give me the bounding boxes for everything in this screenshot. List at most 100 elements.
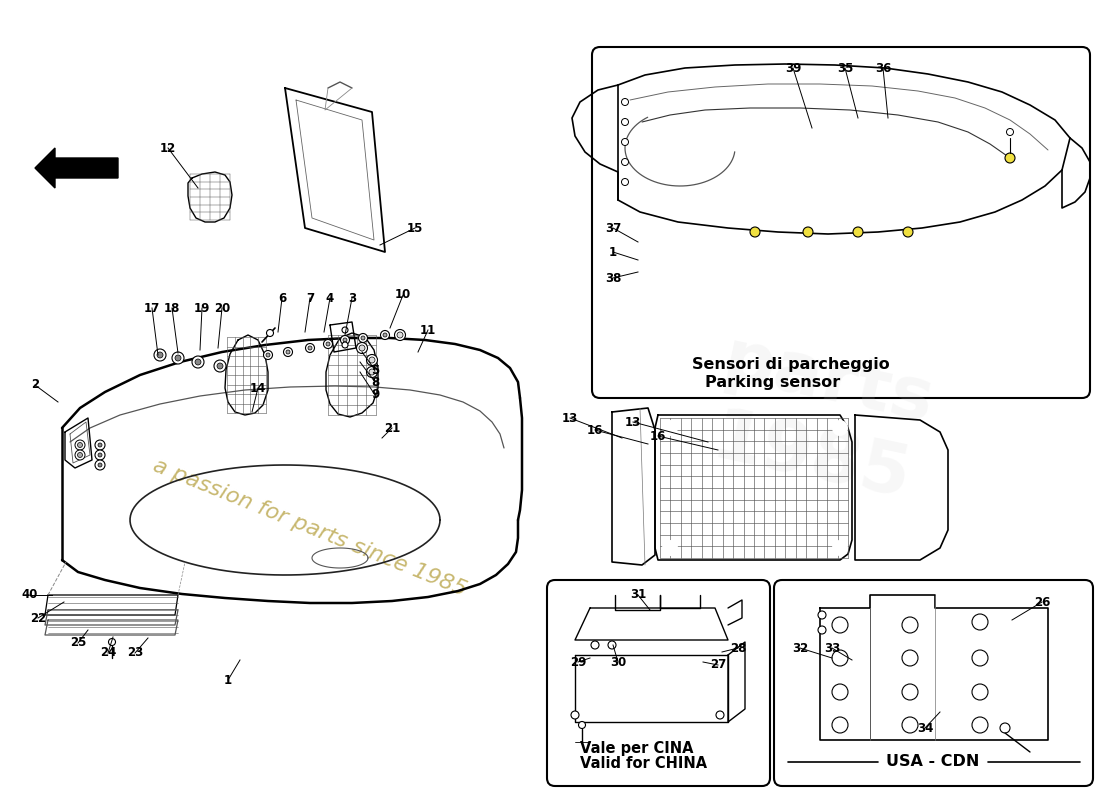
Text: 3: 3 [348, 291, 356, 305]
Text: 2: 2 [31, 378, 40, 391]
Circle shape [621, 138, 628, 146]
Circle shape [832, 717, 848, 733]
Text: 5: 5 [371, 363, 380, 377]
Circle shape [217, 363, 223, 369]
Text: USA - CDN: USA - CDN [887, 754, 980, 770]
Text: a passion for parts since 1985: a passion for parts since 1985 [151, 456, 470, 600]
Circle shape [75, 440, 85, 450]
Circle shape [818, 626, 826, 634]
Text: 30: 30 [609, 655, 626, 669]
Text: 14: 14 [250, 382, 266, 394]
Circle shape [366, 366, 377, 378]
Circle shape [902, 717, 918, 733]
Polygon shape [35, 148, 118, 188]
Circle shape [750, 227, 760, 237]
Text: 12: 12 [160, 142, 176, 154]
Text: 27: 27 [710, 658, 726, 671]
Text: 15: 15 [407, 222, 424, 234]
Circle shape [323, 339, 332, 349]
Circle shape [306, 343, 315, 353]
Circle shape [902, 684, 918, 700]
Text: 28: 28 [729, 642, 746, 654]
Text: 26: 26 [1034, 595, 1050, 609]
Circle shape [902, 617, 918, 633]
Text: 24: 24 [100, 646, 117, 659]
Text: 6: 6 [278, 291, 286, 305]
Circle shape [621, 98, 628, 106]
Circle shape [571, 711, 579, 719]
Circle shape [98, 443, 102, 447]
Circle shape [192, 356, 204, 368]
Text: 22: 22 [30, 611, 46, 625]
Text: 18: 18 [164, 302, 180, 314]
Text: 8: 8 [371, 375, 380, 389]
Text: 16: 16 [650, 430, 667, 442]
Text: 37: 37 [605, 222, 621, 234]
Circle shape [195, 359, 201, 365]
Circle shape [832, 684, 848, 700]
Circle shape [266, 330, 274, 337]
Circle shape [832, 617, 848, 633]
Text: 25: 25 [69, 637, 86, 650]
Circle shape [214, 360, 225, 372]
Circle shape [95, 440, 104, 450]
Text: 9: 9 [371, 389, 380, 402]
Circle shape [818, 611, 826, 619]
Text: 39: 39 [784, 62, 801, 74]
Text: 13: 13 [562, 411, 579, 425]
Text: 21: 21 [384, 422, 400, 434]
Text: Valid for CHINA: Valid for CHINA [580, 755, 707, 770]
Text: 16: 16 [586, 423, 603, 437]
Circle shape [621, 118, 628, 126]
Text: 35: 35 [837, 62, 854, 74]
Circle shape [902, 650, 918, 666]
Circle shape [1000, 723, 1010, 733]
Circle shape [803, 227, 813, 237]
Text: 34: 34 [916, 722, 933, 734]
Circle shape [832, 420, 848, 436]
Text: 1: 1 [609, 246, 617, 258]
Text: 4: 4 [326, 291, 334, 305]
Circle shape [972, 650, 988, 666]
Circle shape [852, 227, 864, 237]
Circle shape [381, 330, 389, 339]
Circle shape [342, 342, 348, 348]
Text: 33: 33 [824, 642, 840, 654]
FancyBboxPatch shape [547, 580, 770, 786]
Circle shape [75, 450, 85, 460]
Text: 19: 19 [194, 302, 210, 314]
Text: 23: 23 [126, 646, 143, 659]
FancyBboxPatch shape [592, 47, 1090, 398]
Circle shape [326, 342, 330, 346]
Text: 32: 32 [792, 642, 808, 654]
Text: Sensori di parcheggio: Sensori di parcheggio [692, 358, 890, 373]
Circle shape [621, 158, 628, 166]
Circle shape [395, 330, 406, 341]
Circle shape [157, 352, 163, 358]
Text: Parking sensor: Parking sensor [705, 374, 840, 390]
Circle shape [95, 460, 104, 470]
Text: 29: 29 [570, 655, 586, 669]
Circle shape [662, 420, 678, 436]
Circle shape [397, 332, 403, 338]
Circle shape [368, 357, 375, 363]
Circle shape [266, 353, 270, 357]
Circle shape [972, 684, 988, 700]
Circle shape [1005, 153, 1015, 163]
Text: 17: 17 [144, 302, 161, 314]
Circle shape [972, 717, 988, 733]
Circle shape [343, 338, 346, 342]
Circle shape [832, 650, 848, 666]
Text: 13: 13 [625, 415, 641, 429]
Circle shape [172, 352, 184, 364]
Circle shape [608, 641, 616, 649]
Circle shape [77, 442, 82, 447]
Circle shape [308, 346, 312, 350]
Circle shape [368, 369, 375, 375]
Circle shape [284, 347, 293, 357]
Circle shape [359, 345, 365, 351]
Circle shape [175, 355, 182, 361]
Circle shape [972, 614, 988, 630]
Circle shape [579, 722, 585, 729]
Circle shape [716, 711, 724, 719]
